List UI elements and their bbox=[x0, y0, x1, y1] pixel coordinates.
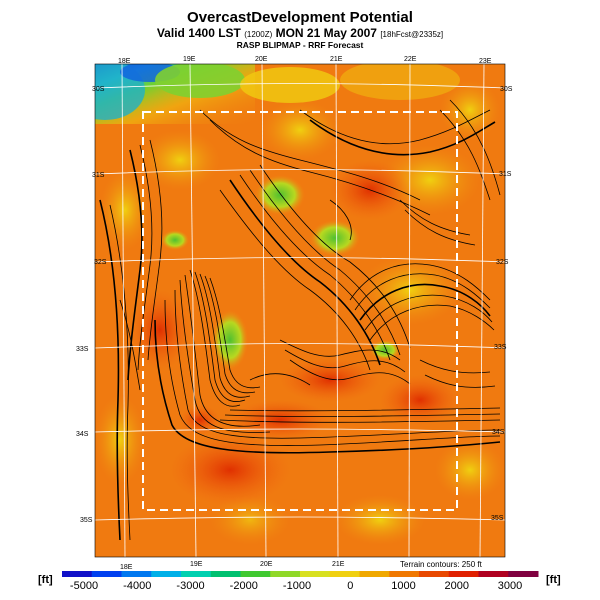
lon-label-top: 21E bbox=[330, 56, 343, 63]
lat-label-right: 34S bbox=[492, 429, 505, 436]
colorbar-swatch bbox=[240, 571, 271, 577]
lat-label-right: 35S bbox=[491, 515, 504, 522]
colorbar-tick-label: -1000 bbox=[283, 580, 311, 592]
lat-label-left: 33S bbox=[76, 346, 89, 353]
lon-label-top: 23E bbox=[479, 58, 492, 65]
terrain-contours bbox=[99, 99, 501, 541]
map-subtitle: Valid 1400 LST (1200Z) MON 21 May 2007 [… bbox=[0, 26, 600, 40]
colorbar-swatch bbox=[121, 571, 152, 577]
colorbar-swatch bbox=[270, 571, 301, 577]
valid-date: MON 21 May 2007 bbox=[275, 26, 377, 40]
source-line: RASP BLIPMAP - RRF Forecast bbox=[236, 40, 364, 50]
colorbar-swatch bbox=[210, 571, 241, 577]
valid-time: Valid 1400 LST bbox=[156, 26, 241, 40]
lat-label-right: 31S bbox=[499, 171, 512, 178]
colorbar-tick-label: -2000 bbox=[230, 580, 258, 592]
lat-label-left: 32S bbox=[94, 259, 107, 266]
lat-label-right: 32S bbox=[496, 259, 509, 266]
colorbar-swatch bbox=[181, 571, 212, 577]
colorbar-swatch bbox=[478, 571, 509, 577]
lon-label-bottom: 20E bbox=[260, 561, 273, 568]
lon-label-bottom: 18E bbox=[120, 564, 133, 571]
colorbar-tick-label: -3000 bbox=[176, 580, 204, 592]
utc-time: (1200Z) bbox=[244, 30, 273, 39]
lat-label-left: 35S bbox=[80, 517, 93, 524]
colorbar-tick-label: -4000 bbox=[123, 580, 151, 592]
lon-label-bottom: 21E bbox=[332, 561, 345, 568]
lon-label-top: 19E bbox=[183, 56, 196, 63]
grid-labels: 18E 19E 20E 21E 22E 23E 18E 19E 20E 21E … bbox=[76, 56, 513, 571]
colorbar-tick-label: 1000 bbox=[391, 580, 415, 592]
unit-label-right: [ft] bbox=[546, 574, 561, 586]
lon-label-top: 20E bbox=[255, 56, 268, 63]
graticule bbox=[95, 64, 505, 557]
colorbar-swatch bbox=[389, 571, 420, 577]
colorbar-swatch bbox=[62, 571, 93, 577]
lat-label-left: 34S bbox=[76, 431, 89, 438]
colorbar-swatch bbox=[91, 571, 122, 577]
terrain-contour-note: Terrain contours: 250 ft bbox=[400, 560, 482, 569]
forecast-field bbox=[95, 64, 505, 557]
lon-label-top: 22E bbox=[404, 56, 417, 63]
colorbar-swatch bbox=[300, 571, 331, 577]
colorbar: -5000 -4000 -3000 -2000 -1000 0 1000 2000 3000 bbox=[62, 571, 539, 592]
colorbar-tick-label: 2000 bbox=[445, 580, 469, 592]
forecast-info: [18hFcst@2335z] bbox=[380, 30, 444, 39]
colorbar-swatch bbox=[359, 571, 390, 577]
colorbar-tick-label: 0 bbox=[347, 580, 353, 592]
lat-label-left: 31S bbox=[92, 172, 105, 179]
lat-label-left: 30S bbox=[92, 86, 105, 93]
colorbar-swatch bbox=[329, 571, 360, 577]
colorbar-swatch bbox=[508, 571, 539, 577]
lon-label-bottom: 19E bbox=[190, 561, 203, 568]
colorbar-tick-label: -5000 bbox=[70, 580, 98, 592]
analysis-domain-box bbox=[142, 111, 458, 511]
colorbar-swatch bbox=[419, 571, 450, 577]
lat-label-right: 30S bbox=[500, 86, 513, 93]
lat-label-right: 33S bbox=[494, 344, 507, 351]
colorbar-swatch bbox=[151, 571, 182, 577]
lon-label-top: 18E bbox=[118, 58, 131, 65]
map-title: OvercastDevelopment Potential bbox=[187, 9, 413, 26]
unit-label-left: [ft] bbox=[38, 574, 53, 586]
colorbar-tick-label: 3000 bbox=[498, 580, 522, 592]
colorbar-swatch bbox=[448, 571, 479, 577]
